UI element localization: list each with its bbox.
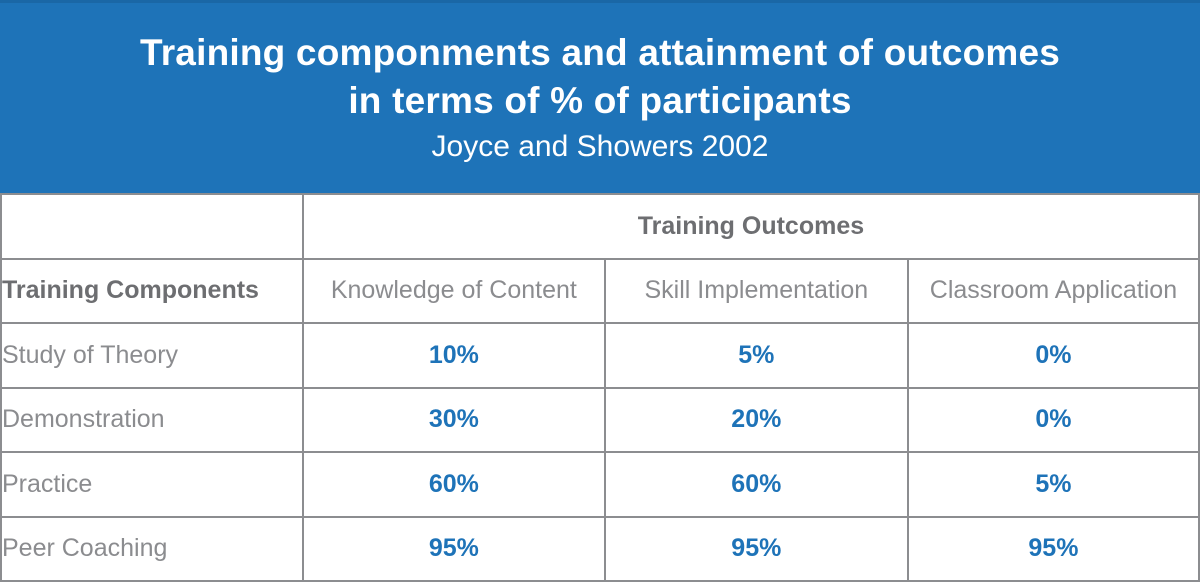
banner-title-line1: Training componments and attainment of o… bbox=[139, 32, 1061, 73]
training-outcomes-table: Training Outcomes Training Components Kn… bbox=[0, 193, 1200, 582]
components-header: Training Components bbox=[0, 257, 304, 324]
table-row-peer-coaching: Peer Coaching 95% 95% 95% bbox=[0, 515, 1200, 582]
table-row-demonstration: Demonstration 30% 20% 0% bbox=[0, 386, 1200, 453]
value-cell: 0% bbox=[906, 386, 1200, 453]
row-label: Demonstration bbox=[0, 386, 304, 453]
row-label: Peer Coaching bbox=[0, 515, 304, 582]
value-cell: 95% bbox=[906, 515, 1200, 582]
value-cell: 5% bbox=[603, 322, 909, 389]
banner-subtitle: Joyce and Showers 2002 bbox=[431, 130, 769, 163]
table-row-study-of-theory: Study of Theory 10% 5% 0% bbox=[0, 322, 1200, 389]
row-label: Study of Theory bbox=[0, 322, 304, 389]
value-cell: 10% bbox=[301, 322, 606, 389]
row-label: Practice bbox=[0, 451, 304, 518]
value-cell: 30% bbox=[301, 386, 606, 453]
column-header-skill-implementation: Skill Implementation bbox=[603, 257, 909, 324]
outcomes-group-header: Training Outcomes bbox=[301, 193, 1200, 260]
column-header-classroom-application: Classroom Application bbox=[906, 257, 1200, 324]
value-cell: 20% bbox=[603, 386, 909, 453]
empty-corner-cell bbox=[0, 193, 304, 260]
value-cell: 5% bbox=[906, 451, 1200, 518]
value-cell: 95% bbox=[301, 515, 606, 582]
value-cell: 60% bbox=[603, 451, 909, 518]
title-banner: Training componments and attainment of o… bbox=[0, 0, 1200, 193]
value-cell: 60% bbox=[301, 451, 606, 518]
value-cell: 0% bbox=[906, 322, 1200, 389]
outcomes-group-row: Training Outcomes bbox=[0, 193, 1200, 260]
column-header-row: Training Components Knowledge of Content… bbox=[0, 257, 1200, 324]
table-row-practice: Practice 60% 60% 5% bbox=[0, 451, 1200, 518]
column-header-knowledge-of-content: Knowledge of Content bbox=[301, 257, 606, 324]
banner-title-line2: in terms of % of participants bbox=[348, 80, 852, 121]
value-cell: 95% bbox=[603, 515, 909, 582]
